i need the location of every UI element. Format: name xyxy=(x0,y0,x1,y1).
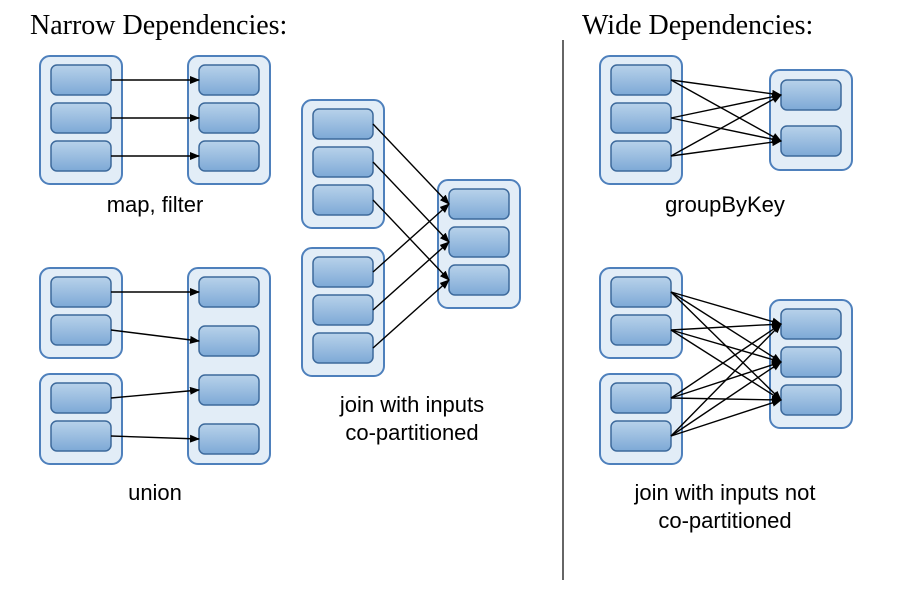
groupbykey-diagram xyxy=(600,56,852,184)
mapfilter-diagram xyxy=(40,56,270,184)
join-co-diagram xyxy=(302,100,520,376)
wide-title: Wide Dependencies: xyxy=(582,10,813,41)
join-co-label-2: co-partitioned xyxy=(345,420,478,445)
union-label: union xyxy=(128,480,182,505)
union-diagram xyxy=(40,268,270,464)
join-notco-label-2: co-partitioned xyxy=(658,508,791,533)
groupbykey-label: groupByKey xyxy=(665,192,785,217)
join-notco-diagram xyxy=(600,268,852,464)
join-notco-label-1: join with inputs not xyxy=(634,480,816,505)
join-co-label-1: join with inputs xyxy=(339,392,484,417)
dependency-diagram: Narrow Dependencies: Wide Dependencies: … xyxy=(0,0,904,594)
mapfilter-label: map, filter xyxy=(107,192,204,217)
narrow-title: Narrow Dependencies: xyxy=(30,10,287,41)
